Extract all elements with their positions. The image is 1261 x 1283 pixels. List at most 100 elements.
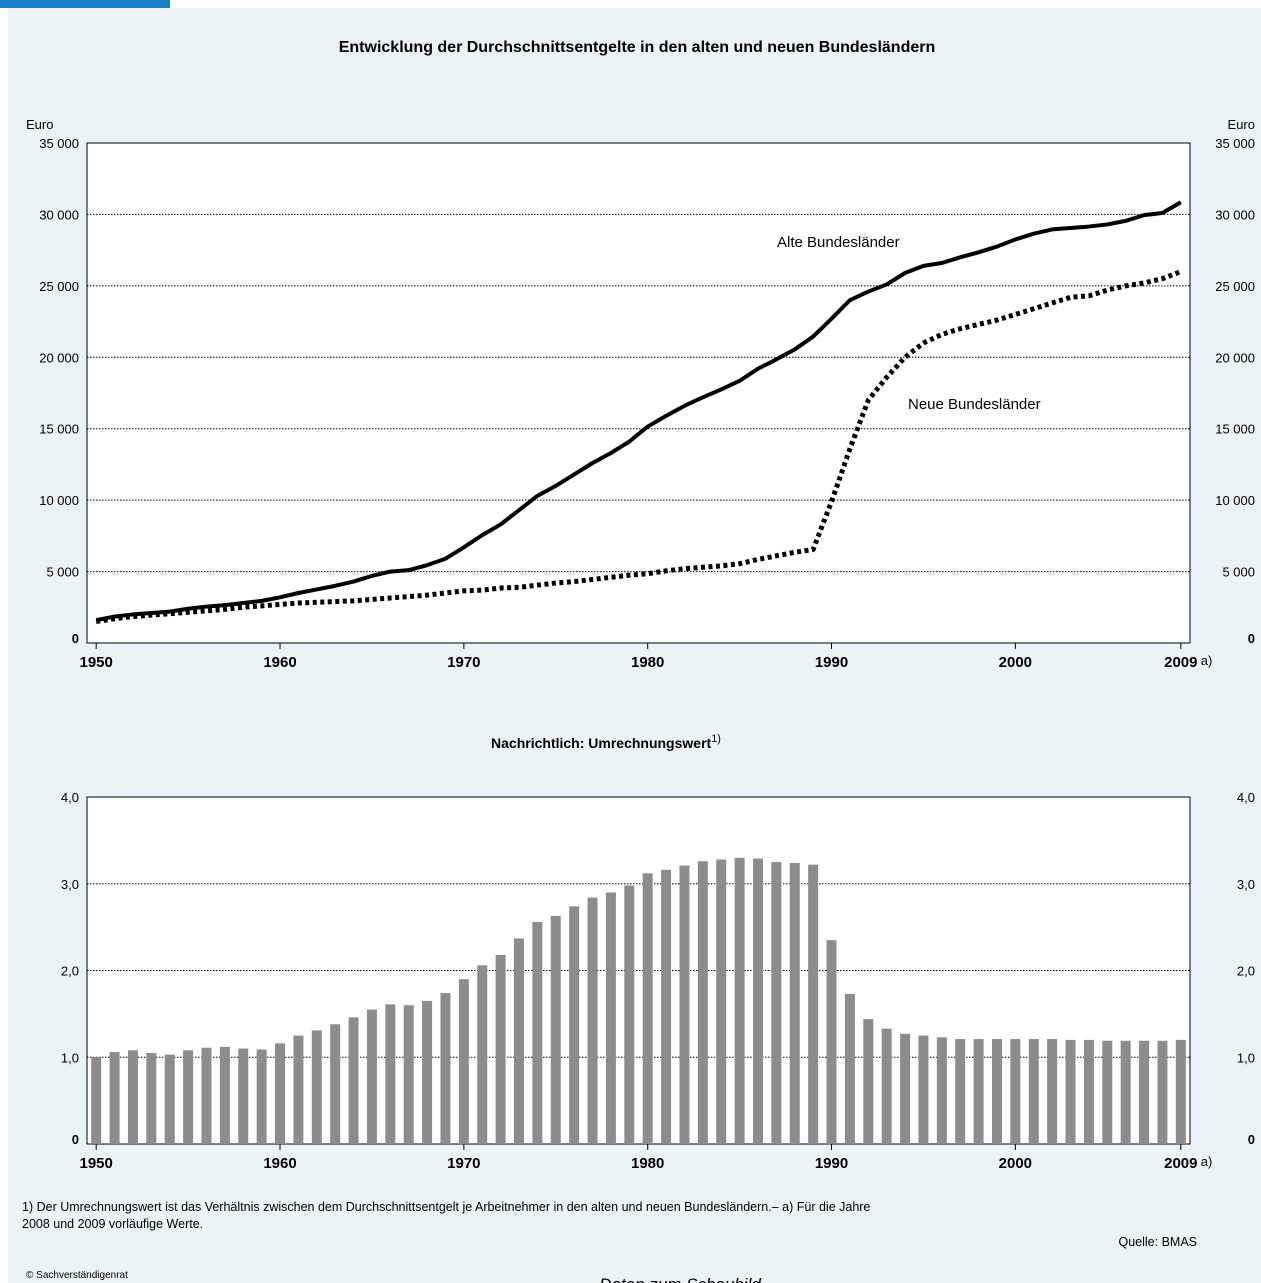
bar <box>1010 1039 1021 1144</box>
x-tick-label: 2000 <box>999 1155 1032 1172</box>
bar <box>752 858 763 1144</box>
bar <box>826 940 837 1144</box>
bar <box>109 1052 120 1144</box>
bar <box>991 1039 1002 1144</box>
y-tick-label: 0 <box>72 631 79 646</box>
y-tick-label: 1,0 <box>61 1050 79 1065</box>
bar <box>219 1046 230 1144</box>
y-axis-label: Euro <box>26 117 53 132</box>
bar <box>385 1004 396 1144</box>
y-axis-label: Euro <box>1228 117 1255 132</box>
bar <box>440 993 451 1144</box>
y-tick-label: 0 <box>1248 631 1255 646</box>
x-tick-label: 1980 <box>631 654 664 671</box>
bar <box>183 1050 194 1144</box>
y-tick-label: 5 000 <box>46 565 79 580</box>
bar <box>808 864 819 1144</box>
bar <box>330 1024 341 1144</box>
y-tick-label: 25 000 <box>1215 279 1255 294</box>
bar <box>569 906 580 1144</box>
x-tick-label: 1950 <box>80 654 113 671</box>
bar <box>605 892 616 1144</box>
bar <box>311 1030 322 1144</box>
x-tick-label: 2009 <box>1164 1155 1197 1172</box>
bar <box>127 1050 138 1144</box>
line-series <box>95 269 1182 625</box>
bar <box>789 862 800 1144</box>
x-tick-label: 1990 <box>815 1155 848 1172</box>
plot-area <box>86 142 1191 644</box>
bar <box>973 1039 984 1144</box>
x-tick-label: 1980 <box>631 1155 664 1172</box>
x-tick-label: 1960 <box>263 1155 296 1172</box>
bar <box>771 862 782 1144</box>
y-tick-label: 15 000 <box>39 422 79 437</box>
bar <box>348 1017 359 1144</box>
x-tick-label: 1970 <box>447 654 480 671</box>
bar <box>624 885 635 1144</box>
x-tick-note: a) <box>1201 1154 1213 1169</box>
y-tick-label: 20 000 <box>1215 350 1255 365</box>
x-tick-note: a) <box>1201 653 1213 668</box>
bar <box>238 1048 249 1144</box>
bar <box>532 921 543 1144</box>
y-tick-label: 5 000 <box>1222 565 1255 580</box>
y-tick-label: 4,0 <box>1237 790 1255 805</box>
y-tick-label: 10 000 <box>1215 493 1255 508</box>
y-tick-label: 30 000 <box>1215 207 1255 222</box>
y-tick-label: 10 000 <box>39 493 79 508</box>
bar <box>1157 1040 1168 1144</box>
y-tick-label: 20 000 <box>39 350 79 365</box>
bar <box>514 938 525 1144</box>
y-tick-label: 15 000 <box>1215 422 1255 437</box>
bar <box>458 979 469 1144</box>
bar <box>716 859 727 1144</box>
bar <box>642 873 653 1144</box>
bar <box>495 954 506 1144</box>
series-label: Alte Bundesländer <box>777 234 900 251</box>
bar <box>256 1049 267 1144</box>
bar <box>881 1028 892 1144</box>
chart-title: Entwicklung der Durchschnittsentgelte in… <box>339 39 936 56</box>
bar <box>697 861 708 1144</box>
bar <box>1065 1039 1076 1144</box>
bar <box>91 1057 102 1144</box>
bar <box>587 897 598 1144</box>
x-tick-label: 1950 <box>80 1155 113 1172</box>
bar <box>1028 1039 1039 1144</box>
bar <box>1139 1040 1150 1144</box>
data-link[interactable]: Daten zum Schaubild <box>599 1275 761 1283</box>
y-tick-label: 2,0 <box>61 964 79 979</box>
bar <box>844 993 855 1144</box>
x-tick-label: 1990 <box>815 654 848 671</box>
bar <box>403 1005 414 1144</box>
bar <box>1120 1040 1131 1144</box>
bar <box>1047 1039 1058 1144</box>
x-tick-label: 1960 <box>263 654 296 671</box>
y-tick-label: 35 000 <box>39 136 79 151</box>
bar <box>918 1035 929 1144</box>
bar <box>201 1047 212 1144</box>
y-tick-label: 3,0 <box>61 877 79 892</box>
bar <box>955 1039 966 1144</box>
x-tick-label: 2009 <box>1164 654 1197 671</box>
header-bar <box>0 0 170 8</box>
bar <box>679 865 690 1144</box>
bar <box>936 1037 947 1144</box>
bar <box>863 1019 874 1144</box>
y-tick-label: 0 <box>72 1132 79 1147</box>
bar <box>661 869 672 1144</box>
y-tick-label: 0 <box>1248 1132 1255 1147</box>
title-text: Nachrichtlich: Umrechnungswert <box>491 735 711 751</box>
x-tick-label: 2000 <box>999 654 1032 671</box>
chart-title: Nachrichtlich: Umrechnungswert1) <box>491 733 721 751</box>
y-tick-label: 35 000 <box>1215 136 1255 151</box>
y-tick-label: 25 000 <box>39 279 79 294</box>
source: Quelle: BMAS <box>1118 1235 1197 1249</box>
bar <box>1175 1039 1186 1144</box>
series-label: Neue Bundesländer <box>908 396 1041 413</box>
bar <box>1102 1040 1113 1144</box>
title-note: 1) <box>711 733 721 745</box>
y-tick-label: 30 000 <box>39 207 79 222</box>
